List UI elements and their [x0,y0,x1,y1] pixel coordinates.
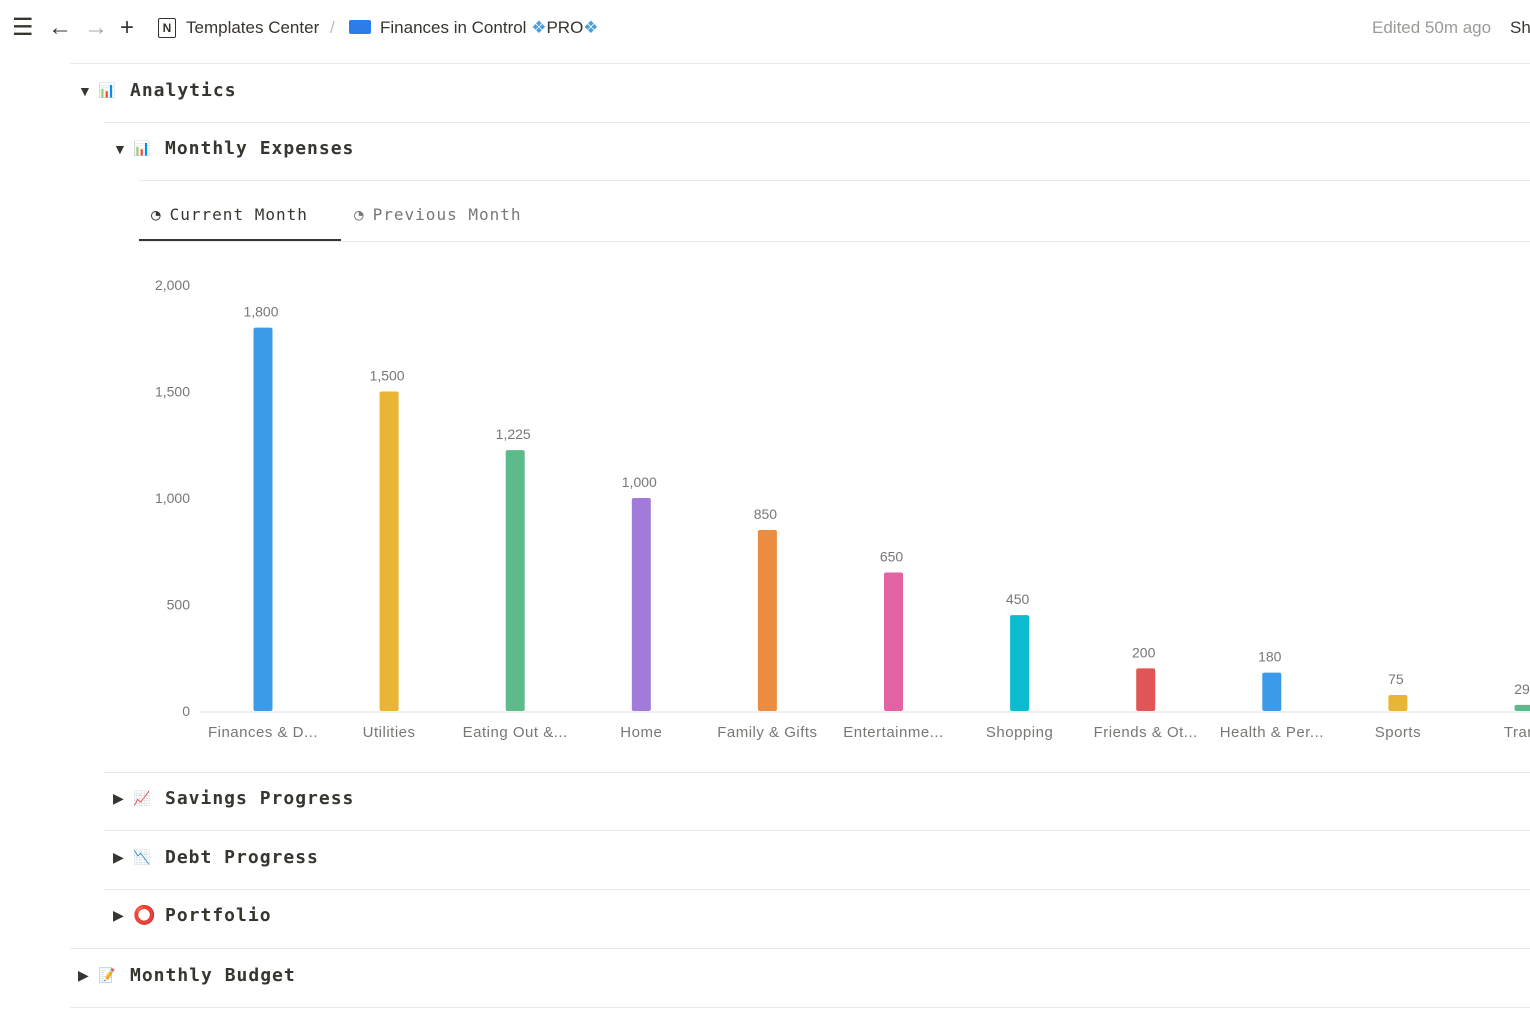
x-tick-label: Sports [1375,724,1421,741]
bar[interactable] [1514,704,1530,711]
divider [104,772,1530,773]
divider [104,122,1530,123]
bar[interactable] [253,327,273,711]
section-title: Analytics [130,80,237,101]
bar-value-label: 75 [1388,671,1404,687]
share-button[interactable]: Sh [1510,18,1530,37]
divider [139,180,1530,181]
active-tab-indicator [139,239,341,241]
divider [104,889,1530,890]
topbar: ☰ ← → + N Templates Center / Finances in… [0,0,1530,56]
triangle-right-icon: ▶ [113,790,124,806]
y-tick-label: 1,500 [155,384,190,400]
divider [70,63,1530,64]
divider [104,830,1530,831]
bar[interactable] [379,391,399,712]
section-title: Monthly Budget [130,965,296,986]
chart-pie-icon: ◔ [151,205,162,224]
y-tick-label: 500 [167,597,191,613]
bar-value-label: 450 [1006,591,1030,607]
bar-value-label: 1,225 [496,426,531,442]
diamond-icon: ❖ [583,18,599,37]
back-arrow-icon[interactable]: ← [48,14,72,41]
toggle-analytics[interactable]: ▼ 📊 Analytics [78,80,237,101]
bar[interactable] [1262,672,1282,711]
triangle-right-icon: ▶ [78,967,89,983]
triangle-down-icon: ▼ [113,140,127,157]
breadcrumb-separator: / [330,18,335,37]
folder-icon [349,20,371,34]
breadcrumb-finances-label: Finances in Control [380,18,527,37]
bar[interactable] [1010,615,1030,711]
section-title: Savings Progress [165,788,355,809]
triangle-right-icon: ▶ [113,849,124,865]
circle-icon: ⭕ [133,905,156,925]
toggle-portfolio[interactable]: ▶ ⭕ Portfolio [113,905,272,926]
breadcrumb-templates-center[interactable]: Templates Center [186,18,320,37]
divider [139,241,1530,242]
bar-value-label: 650 [880,549,904,565]
pro-label: PRO [546,18,584,37]
chart-decreasing-icon: 📉 [133,849,151,865]
breadcrumb-finances[interactable]: Finances in Control ❖PRO❖ [380,18,599,38]
bar-value-label: 850 [754,506,778,522]
plus-icon[interactable]: + [120,14,135,41]
diamond-icon: ❖ [531,18,547,37]
toggle-monthly-budget[interactable]: ▶ 📝 Monthly Budget [78,965,296,986]
bar[interactable] [757,529,777,711]
bar-value-label: 200 [1132,644,1156,660]
x-tick-label: Eating Out &... [463,724,568,741]
divider [70,1007,1530,1008]
y-tick-label: 0 [182,703,190,719]
bar-value-label: 180 [1258,649,1282,665]
x-tick-label: Trans [1504,724,1530,741]
chart-pie-icon: ◔ [354,205,365,224]
x-tick-label: Entertainme... [843,724,943,741]
notion-logo-icon: N [158,18,176,38]
bar[interactable] [1388,695,1408,711]
x-tick-label: Utilities [363,724,416,741]
bar-value-label: 1,800 [243,304,278,320]
section-title: Debt Progress [165,847,319,868]
bar[interactable] [884,572,903,711]
x-tick-label: Friends & Ot... [1094,724,1198,741]
x-tick-label: Home [620,724,662,741]
x-tick-label: Health & Per... [1220,724,1324,741]
tab-label: Current Month [169,205,308,224]
section-title: Portfolio [165,905,272,926]
bar-value-label: 1,500 [370,368,405,384]
x-tick-label: Finances & D... [208,724,318,741]
memo-icon: 📝 [98,967,116,983]
bar-value-label: 29 [1514,681,1530,697]
y-tick-label: 1,000 [155,490,190,506]
tab-current-month[interactable]: ◔ Current Month [151,205,308,224]
bar-value-label: 1,000 [622,474,657,490]
expenses-bar-chart: 0 500 1,000 1,500 2,000 1,800 Finances & D... 1… [155,277,1530,741]
divider [70,948,1530,949]
triangle-down-icon: ▼ [78,82,92,99]
toggle-debt-progress[interactable]: ▶ 📉 Debt Progress [113,847,319,868]
x-tick-label: Shopping [986,724,1053,741]
tab-label: Previous Month [372,205,522,224]
triangle-right-icon: ▶ [113,907,124,923]
section-title: Monthly Expenses [165,138,355,159]
bar[interactable] [1136,668,1156,711]
forward-arrow-icon[interactable]: → [84,14,108,41]
y-tick-label: 2,000 [155,277,190,293]
bar[interactable] [631,498,651,711]
bar-chart-icon: 📊 [98,82,116,98]
edited-timestamp: Edited 50m ago [1372,18,1492,37]
chart-increasing-icon: 📈 [133,790,151,806]
toggle-monthly-expenses[interactable]: ▼ 📊 Monthly Expenses [113,138,354,159]
toggle-savings-progress[interactable]: ▶ 📈 Savings Progress [113,788,354,809]
menu-icon[interactable]: ☰ [12,14,34,41]
tab-previous-month[interactable]: ◔ Previous Month [354,205,522,224]
x-tick-label: Family & Gifts [717,724,817,741]
bar-chart-icon: 📊 [133,140,151,156]
bar[interactable] [505,450,525,711]
